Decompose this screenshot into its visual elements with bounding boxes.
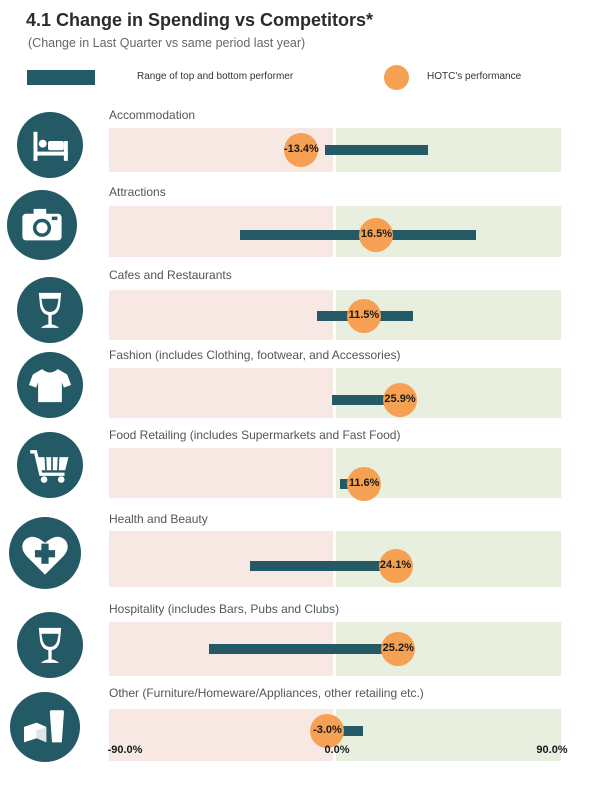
positive-band <box>336 368 561 418</box>
category-label: Accommodation <box>109 108 196 122</box>
data-label: -3.0% <box>313 724 342 736</box>
category-label: Fashion (includes Clothing, footwear, an… <box>109 348 401 362</box>
negative-band <box>109 290 333 340</box>
data-label: 11.6% <box>348 477 380 489</box>
shopping-cart-icon <box>17 432 83 498</box>
data-label: 25.2% <box>382 642 414 654</box>
category-label: Other (Furniture/Homeware/Appliances, ot… <box>109 686 424 700</box>
legend-point-swatch <box>384 65 409 90</box>
hotc-point <box>284 133 319 167</box>
positive-band <box>336 531 561 587</box>
tshirt-icon <box>17 352 83 418</box>
range-bar <box>324 145 428 155</box>
range-bar <box>239 230 476 240</box>
range-bar <box>209 644 398 654</box>
chart-subtitle: (Change in Last Quarter vs same period l… <box>28 36 306 50</box>
hotc-point <box>347 467 382 501</box>
range-bar <box>335 726 363 736</box>
legend-range-label: Range of top and bottom performer <box>137 71 294 82</box>
range-bar <box>249 561 396 571</box>
hotc-point <box>346 299 381 333</box>
data-label: 25.9% <box>384 393 416 405</box>
category-label: Health and Beauty <box>109 512 208 526</box>
data-label: 11.5% <box>348 309 380 321</box>
negative-band <box>109 448 333 498</box>
camera-icon <box>7 190 77 260</box>
range-bar <box>332 395 401 405</box>
hotc-point <box>383 383 418 417</box>
data-label: 16.5% <box>360 228 393 240</box>
wine-glass-icon <box>17 277 83 343</box>
x-tick-label: -90.0% <box>107 744 143 756</box>
negative-band <box>109 368 333 418</box>
positive-band <box>336 709 561 761</box>
legend-point-label: HOTC's performance <box>427 71 522 82</box>
x-tick-label: 90.0% <box>536 744 568 756</box>
category-label: Cafes and Restaurants <box>109 268 232 282</box>
chart-title: 4.1 Change in Spending vs Competitors* <box>26 10 374 30</box>
data-label: 24.1% <box>379 559 412 571</box>
hotc-point <box>381 632 416 666</box>
furniture-icon <box>10 692 80 762</box>
category-label: Attractions <box>109 185 166 199</box>
bed-icon <box>17 112 83 178</box>
data-label: -13.4% <box>283 143 319 155</box>
x-tick-label: 0.0% <box>324 744 350 756</box>
hotc-point <box>378 549 413 583</box>
hotc-point <box>359 218 394 252</box>
legend-range-swatch <box>27 70 95 85</box>
hotc-point <box>310 714 345 748</box>
wine-glass-icon <box>17 612 83 678</box>
category-label: Food Retailing (includes Supermarkets an… <box>109 428 401 442</box>
negative-band <box>109 709 333 761</box>
negative-band <box>109 531 333 587</box>
heart-cross-icon <box>9 517 81 589</box>
category-label: Hospitality (includes Bars, Pubs and Clu… <box>109 602 340 616</box>
